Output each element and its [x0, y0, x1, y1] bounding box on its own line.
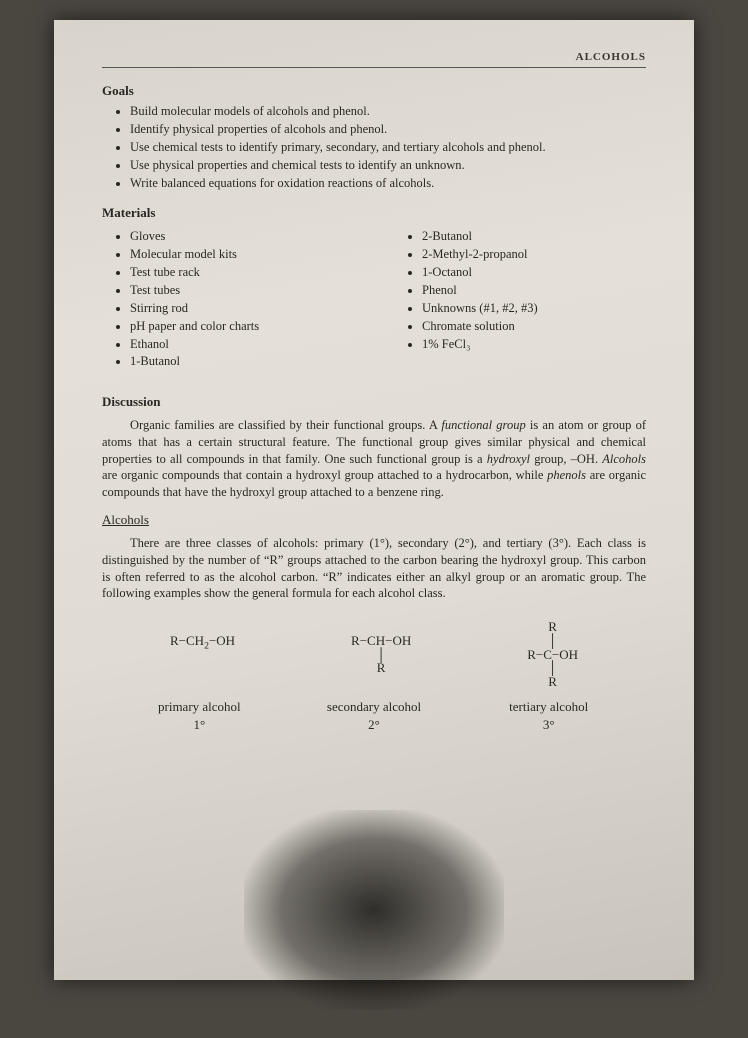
list-item: Phenol	[422, 282, 646, 299]
list-item: Test tubes	[130, 282, 354, 299]
discussion-heading: Discussion	[102, 393, 646, 411]
discussion-paragraph: Organic families are classified by their…	[102, 417, 646, 501]
list-item: Chromate solution	[422, 318, 646, 335]
list-item: Stirring rod	[130, 300, 354, 317]
list-item: Build molecular models of alcohols and p…	[130, 103, 646, 120]
list-item: Use chemical tests to identify primary, …	[130, 139, 646, 156]
formula-labels: primary alcohol 1° secondary alcohol 2° …	[112, 698, 636, 733]
document-page: ALCOHOLS Goals Build molecular models of…	[54, 20, 694, 980]
materials-columns: Gloves Molecular model kits Test tube ra…	[102, 225, 646, 383]
materials-right: 2-Butanol 2-Methyl-2-propanol 1-Octanol …	[394, 227, 646, 371]
goals-heading: Goals	[102, 82, 646, 100]
list-item: pH paper and color charts	[130, 318, 354, 335]
formula-tertiary: R │ R−C−OH │ R	[527, 620, 578, 690]
list-item: Identify physical properties of alcohols…	[130, 121, 646, 138]
goals-list: Build molecular models of alcohols and p…	[102, 103, 646, 191]
list-item: Use physical properties and chemical tes…	[130, 157, 646, 174]
list-item: Molecular model kits	[130, 246, 354, 263]
list-item: Ethanol	[130, 336, 354, 353]
formula-secondary: R−CH−OH │ R	[351, 620, 411, 690]
list-item: 1% FeCl₃	[422, 336, 646, 353]
list-item: Write balanced equations for oxidation r…	[130, 175, 646, 192]
label-primary: primary alcohol 1°	[112, 698, 287, 733]
list-item: 1-Octanol	[422, 264, 646, 281]
materials-heading: Materials	[102, 204, 646, 222]
list-item: Test tube rack	[130, 264, 354, 281]
label-tertiary: tertiary alcohol 3°	[461, 698, 636, 733]
list-item: Unknowns (#1, #2, #3)	[422, 300, 646, 317]
label-secondary: secondary alcohol 2°	[287, 698, 462, 733]
list-item: 2-Methyl-2-propanol	[422, 246, 646, 263]
alcohols-text: There are three classes of alcohols: pri…	[102, 536, 646, 601]
formula-row: R−CH2−OH R−CH−OH │ R R │ R−C−OH │ R	[112, 620, 636, 690]
list-item: Gloves	[130, 228, 354, 245]
alcohols-subhead: Alcohols	[102, 511, 646, 529]
list-item: 2-Butanol	[422, 228, 646, 245]
discussion-text: Organic families are classified by their…	[102, 418, 646, 500]
formula-primary: R−CH2−OH	[170, 620, 235, 690]
materials-left: Gloves Molecular model kits Test tube ra…	[102, 227, 354, 371]
photo-shadow	[244, 810, 504, 1010]
alcohols-paragraph: There are three classes of alcohols: pri…	[102, 535, 646, 603]
list-item: 1-Butanol	[130, 353, 354, 370]
running-head: ALCOHOLS	[102, 50, 646, 68]
